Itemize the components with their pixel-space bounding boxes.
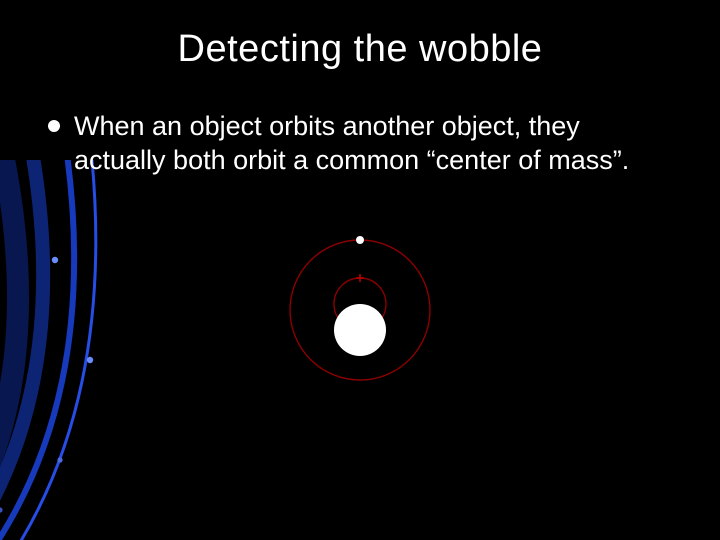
decorative-swoosh: [0, 160, 240, 540]
swoosh-dot: [0, 507, 3, 512]
swoosh-dot: [57, 457, 62, 462]
orbit-diagram: [280, 230, 440, 390]
swoosh-arc: [0, 160, 96, 540]
slide: Detecting the wobble When an object orbi…: [0, 0, 720, 540]
bullet-text: When an object orbits another object, th…: [74, 110, 672, 178]
swoosh-dot: [87, 357, 93, 363]
swoosh-arc: [0, 160, 43, 540]
bullet-dot-icon: [48, 120, 60, 132]
swoosh-arc: [0, 160, 74, 540]
slide-title: Detecting the wobble: [0, 28, 720, 71]
slide-body: When an object orbits another object, th…: [48, 110, 672, 178]
bullet-item: When an object orbits another object, th…: [48, 110, 672, 178]
swoosh-dot: [52, 257, 58, 263]
planet-body: [356, 236, 364, 244]
star-body: [334, 304, 386, 356]
swoosh-arc: [0, 160, 18, 540]
